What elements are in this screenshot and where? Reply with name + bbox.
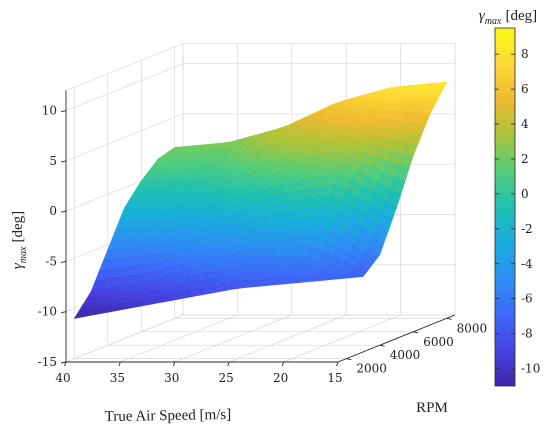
colorbar-tick-label: 2 xyxy=(521,152,529,166)
z-axis-label-symbol: γ xyxy=(10,262,26,269)
colorbar: γmax [deg] 8 6 4 2 0 -2 -4 -6 -8 -10 xyxy=(479,8,540,387)
y-tick-mark xyxy=(346,358,352,361)
z-tick-label: -10 xyxy=(38,305,57,319)
z-tick-mark xyxy=(60,110,67,113)
y-axis-line xyxy=(337,314,456,363)
z-tick-mark xyxy=(60,261,67,263)
colorbar-tick-label: 6 xyxy=(521,82,529,96)
x-tick-mark xyxy=(118,361,121,367)
colorbar-tick-label: 8 xyxy=(521,47,529,61)
colorbar-tick-label: -4 xyxy=(521,257,533,271)
colorbar-gradient xyxy=(494,27,516,387)
x-tick-label: 30 xyxy=(164,371,179,385)
z-tick-label: -15 xyxy=(38,355,57,369)
grid-line-z-side xyxy=(65,63,184,111)
colorbar-tick-label: 0 xyxy=(521,187,529,201)
y-tick-label: 8000 xyxy=(457,321,488,335)
surface-patch xyxy=(73,309,91,319)
colorbar-title-symbol: γ xyxy=(479,8,486,24)
x-tick-mark xyxy=(227,361,230,367)
colorbar-title-subscript: max xyxy=(485,16,502,27)
x-tick-mark xyxy=(336,361,339,367)
z-tick-mark xyxy=(60,361,67,364)
z-axis-label-unit: [deg] xyxy=(10,211,26,243)
x-axis-label: True Air Speed [m/s] xyxy=(105,407,232,425)
grid-line-speed-floor xyxy=(174,314,292,363)
z-tick-mark xyxy=(60,160,67,163)
colorbar-tick-label: -6 xyxy=(521,292,533,306)
y-tick-label: 4000 xyxy=(390,348,421,362)
x-tick-label: 15 xyxy=(327,371,342,385)
y-tick-label: 2000 xyxy=(356,362,387,376)
colorbar-tick-label: -2 xyxy=(521,222,533,236)
x-tick-label: 40 xyxy=(55,371,70,385)
colorbar-ticks: 8 6 4 2 0 -2 -4 -6 -8 -10 xyxy=(495,47,540,376)
x-tick-mark xyxy=(281,361,285,367)
colorbar-tick-label: -8 xyxy=(521,327,533,341)
z-tick-label: 10 xyxy=(42,104,57,118)
grid-line-speed-floor xyxy=(229,314,347,363)
colorbar-tick-label: 4 xyxy=(521,117,529,131)
x-tick-label: 20 xyxy=(273,371,288,385)
y-tick-mark xyxy=(379,344,385,347)
z-axis-label: γmax [deg] xyxy=(10,211,29,269)
grid-line-speed-floor xyxy=(120,314,238,363)
grid-line-z-side xyxy=(65,314,184,363)
x-tick-mark xyxy=(64,361,67,367)
grid-line-z-side xyxy=(65,113,184,162)
x-tick-label: 35 xyxy=(110,371,125,385)
y-axis-label: RPM xyxy=(416,400,448,416)
y-tick-label: 6000 xyxy=(423,335,454,349)
z-tick-label: 5 xyxy=(49,154,57,168)
z-tick-mark xyxy=(60,210,67,213)
x-tick-mark xyxy=(172,361,176,367)
colorbar-tick-label: -10 xyxy=(521,362,540,376)
z-tick-label: -5 xyxy=(45,254,57,268)
z-tick-label: 0 xyxy=(49,204,57,218)
colorbar-title: γmax [deg] xyxy=(479,8,537,27)
grid-box-edge xyxy=(65,43,184,91)
y-tick-mark xyxy=(413,331,419,334)
surface-layer xyxy=(73,81,448,319)
grid-line-speed-floor xyxy=(283,314,401,363)
colorbar-title-unit: [deg] xyxy=(505,8,537,24)
z-axis-label-subscript: max xyxy=(18,246,29,263)
y-tick-mark xyxy=(446,317,452,320)
z-tick-mark xyxy=(60,311,67,314)
x-tick-label: 25 xyxy=(219,371,234,385)
